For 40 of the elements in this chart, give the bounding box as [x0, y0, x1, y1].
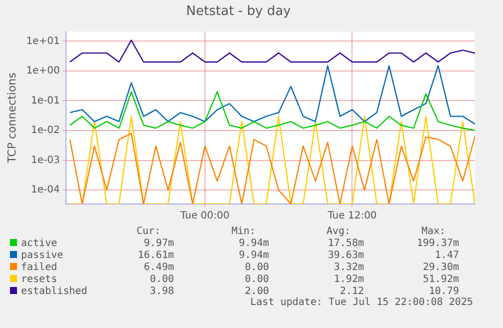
text: 3.98	[148, 286, 175, 298]
legend-label: established	[20, 286, 88, 298]
y-tick-label: 1e-02	[30, 125, 60, 136]
text: 51.92m	[422, 274, 460, 286]
legend-label: passive	[20, 250, 64, 262]
text: 17.58m	[326, 238, 365, 250]
y-axis-title: TCP connections	[5, 72, 18, 164]
legend-label: failed	[20, 262, 58, 274]
text: 3.32m	[332, 262, 365, 274]
text: Max:	[420, 226, 447, 238]
x-tick-label: Tue 00:00	[179, 210, 230, 222]
text: 9.94m	[238, 250, 270, 262]
text: 6.49m	[142, 262, 175, 274]
text: 2.00	[244, 286, 270, 298]
legend-label: active	[20, 238, 58, 250]
text: 39.63m	[326, 250, 365, 262]
text: 2.12	[338, 286, 365, 297]
y-tick-label: 1e-04	[30, 184, 60, 196]
x-tick-label: Tue 12:00	[326, 210, 377, 222]
text: 16.61m	[136, 250, 175, 262]
chart-title: Netstat - by day	[186, 4, 292, 20]
text: 9.97m	[142, 238, 175, 250]
text: 9.94m	[238, 238, 270, 250]
text: Avg:	[325, 226, 352, 238]
legend-label: resets	[20, 274, 58, 286]
y-tick-label: 1e-01	[30, 95, 60, 106]
text: 0.00	[148, 274, 175, 286]
y-tick-label: 1e+00	[26, 66, 60, 77]
y-tick-label: 1e-03	[30, 154, 60, 166]
text: 1.92m	[332, 274, 365, 286]
text: 1.47	[434, 250, 460, 262]
y-tick-label: 1e+01	[26, 36, 60, 47]
text: 10.79	[428, 286, 460, 298]
text: Min:	[230, 226, 257, 238]
text: Cur:	[135, 226, 162, 238]
text: 0.00	[244, 274, 270, 286]
text: Last update: Tue Jul 15 22:00:08 2025	[250, 297, 473, 308]
text: 0.00	[244, 262, 270, 274]
text: 199.37m	[416, 238, 460, 250]
text: 29.30m	[422, 262, 460, 274]
